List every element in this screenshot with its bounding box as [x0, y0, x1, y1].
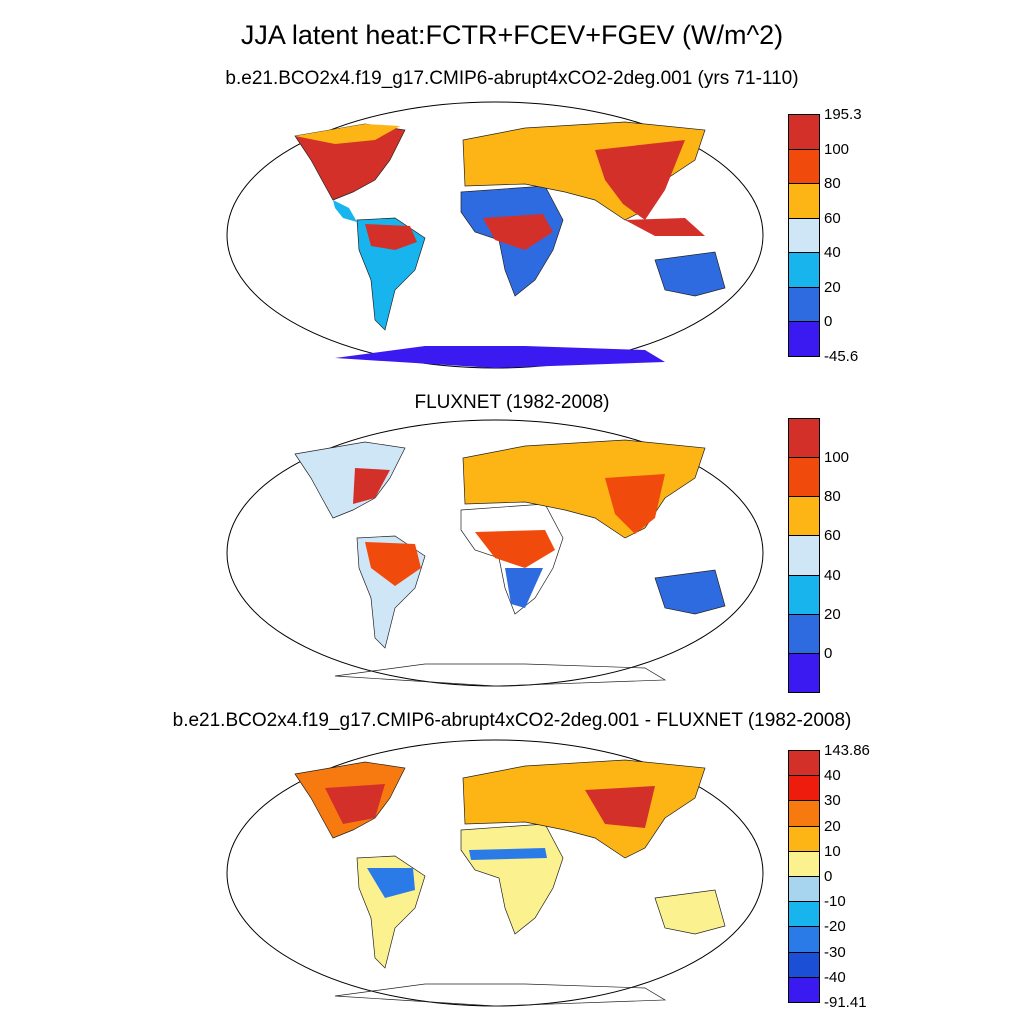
- central-asia: [585, 786, 655, 828]
- central-africa: [483, 214, 553, 250]
- colorbar-segment: [788, 496, 820, 537]
- colorbar-segment: [788, 535, 820, 576]
- eurasia: [462, 759, 706, 859]
- map-panel-model: [225, 100, 765, 370]
- colorbar-segment: [788, 652, 820, 693]
- colorbar-segment: [788, 321, 820, 357]
- colorbar-label: -20: [824, 918, 846, 936]
- colorbar-label: 20: [824, 817, 841, 835]
- colorbar-label: 60: [824, 527, 841, 545]
- north-america-north: [295, 124, 400, 144]
- colorbar-segment: [788, 183, 820, 219]
- colorbar-difference: -91.41 -40 -30 -20 -10 0 10 20 30 40 143.86: [788, 743, 870, 1010]
- colorbar-segment: [788, 825, 820, 852]
- figure-title: JJA latent heat:FCTR+FCEV+FGEV (W/m^2): [240, 20, 784, 50]
- australia: [654, 251, 726, 297]
- colorbar-segment: [788, 148, 820, 185]
- colorbar-segment: [788, 876, 820, 903]
- colorbar-segment: [788, 574, 820, 615]
- colorbar-label: 30: [824, 792, 841, 810]
- colorbar-segment: [788, 976, 820, 1003]
- colorbar-segment: [788, 901, 820, 928]
- colorbar-segment: [788, 286, 820, 323]
- colorbar-label: 20: [824, 278, 841, 296]
- colorbar-segment: [788, 926, 820, 953]
- panel-1-title: b.e21.BCO2x4.f19_g17.CMIP6-abrupt4xCO2-2…: [225, 68, 799, 89]
- colorbar-segment: [788, 418, 820, 459]
- colorbar-label: 100: [824, 140, 850, 158]
- colorbar-label: -30: [824, 943, 846, 961]
- colorbar-label: 80: [824, 175, 841, 193]
- map-panel-difference: [225, 738, 765, 1008]
- australia: [654, 889, 726, 935]
- colorbar-fluxnet: 0 20 40 60 80 100: [788, 418, 849, 693]
- se-asia: [625, 218, 705, 236]
- colorbar-label: 0: [824, 868, 833, 885]
- colorbar-segment: [788, 750, 820, 777]
- colorbar-label: 0: [824, 313, 833, 331]
- north-america-core: [325, 784, 385, 824]
- antarctica-outline: [334, 983, 667, 1007]
- colorbar-segment: [788, 217, 820, 254]
- world-map-difference: [226, 739, 764, 1007]
- panel-2-title: FLUXNET (1982-2008): [414, 392, 610, 413]
- colorbar-model: -45.6 0 20 40 60 80 100 195.3: [788, 107, 862, 364]
- east-asia: [595, 140, 685, 220]
- colorbar-segment: [788, 951, 820, 978]
- world-map-model: [226, 101, 764, 369]
- colorbar-segment: [788, 252, 820, 288]
- central-america: [333, 200, 357, 222]
- colorbar-segment: [788, 457, 820, 498]
- colorbar-label: 143.86: [824, 742, 870, 759]
- colorbar-label: 20: [824, 605, 841, 623]
- colorbar-label: 10: [824, 842, 841, 860]
- north-america: [294, 441, 406, 519]
- australia: [654, 569, 726, 615]
- colorbar-label: 80: [824, 488, 841, 506]
- central-africa: [475, 530, 555, 568]
- world-map-fluxnet: [226, 419, 764, 687]
- colorbar-label: 195.3: [824, 106, 862, 123]
- colorbar-label: 40: [824, 566, 841, 584]
- colorbar-label: 40: [824, 244, 841, 262]
- amazon: [365, 542, 421, 586]
- colorbar-label: -10: [824, 893, 846, 911]
- colorbar-label: 0: [824, 644, 833, 662]
- colorbar-label: 60: [824, 209, 841, 227]
- antarctica-outline: [334, 663, 667, 687]
- colorbar-segment: [788, 850, 820, 877]
- colorbar-label: 100: [824, 449, 850, 467]
- colorbar-label: -91.41: [824, 994, 867, 1011]
- panel-3-title: b.e21.BCO2x4.f19_g17.CMIP6-abrupt4xCO2-2…: [172, 710, 852, 731]
- colorbar-label: -40: [824, 968, 846, 986]
- sahel: [469, 848, 547, 860]
- colorbar-label: -45.6: [824, 348, 859, 365]
- colorbar-segment: [788, 613, 820, 654]
- map-panel-fluxnet: [225, 418, 765, 688]
- colorbar-segment: [788, 800, 820, 827]
- antarctica: [335, 346, 665, 368]
- east-asia: [605, 474, 665, 534]
- amazon: [367, 868, 415, 898]
- colorbar-label: 40: [824, 767, 841, 785]
- amazon: [365, 224, 417, 250]
- colorbar-segment: [788, 775, 820, 802]
- south-africa: [505, 568, 543, 608]
- colorbar-segment: [788, 114, 820, 150]
- east-us: [353, 468, 390, 504]
